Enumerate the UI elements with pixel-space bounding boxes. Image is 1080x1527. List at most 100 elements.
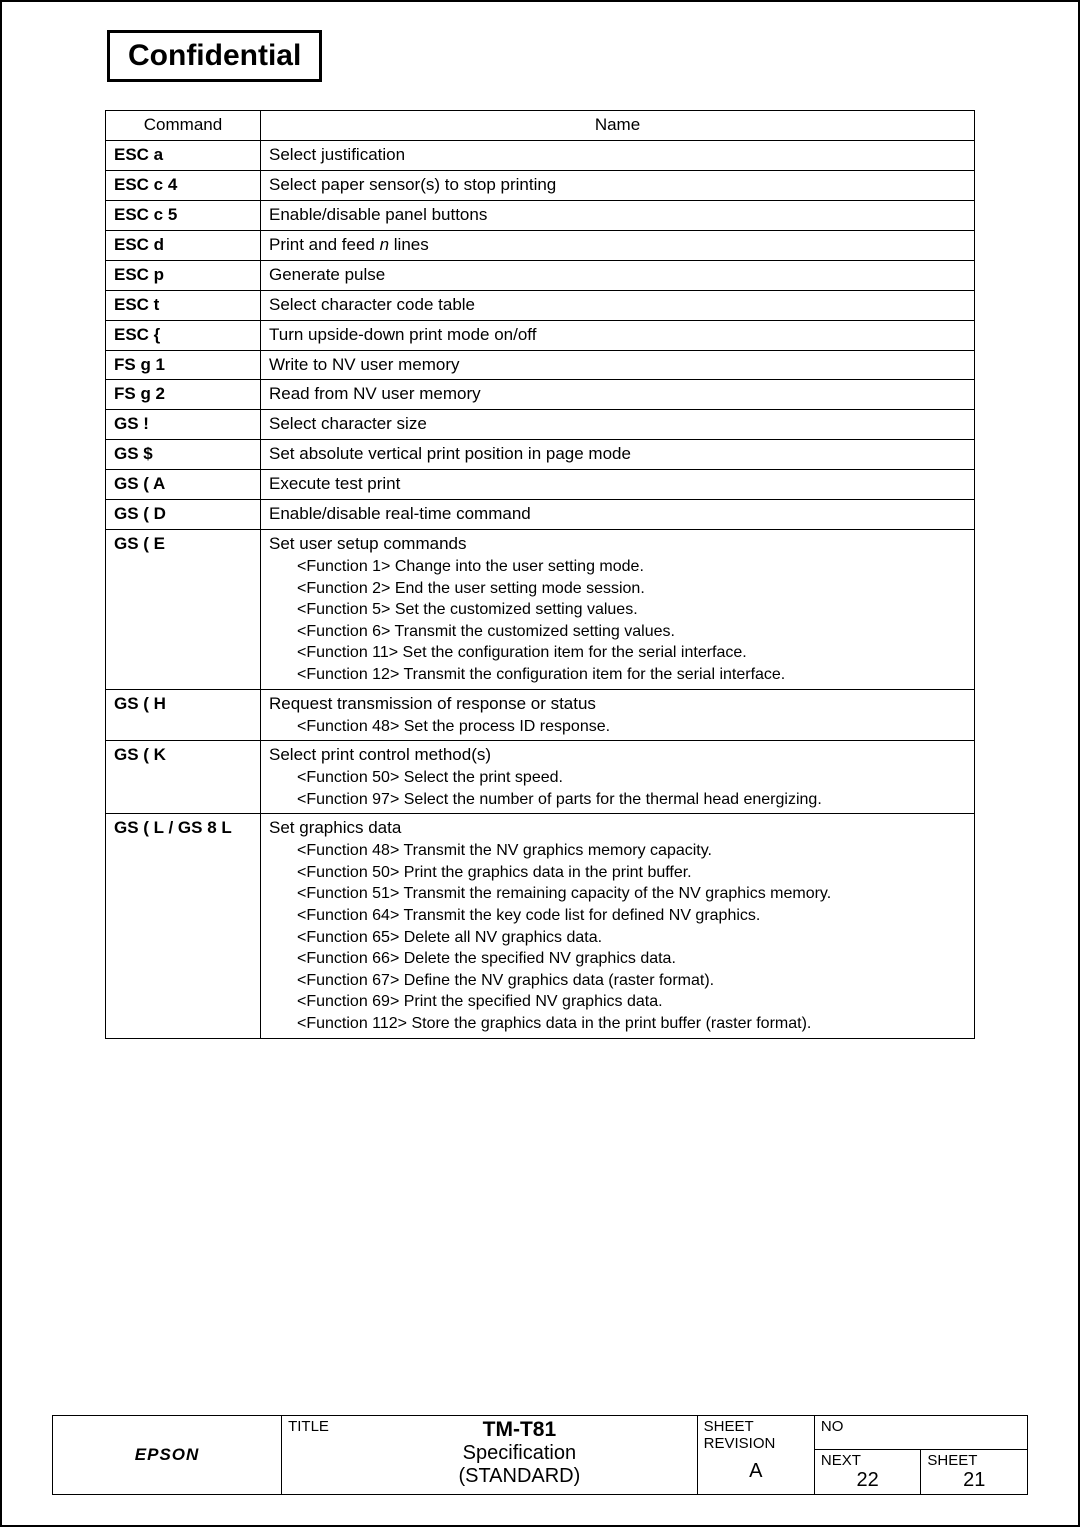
table-row: ESC tSelect character code table [106, 290, 975, 320]
command-cell: GS ( K [106, 741, 261, 814]
table-row: GS ( DEnable/disable real-time command [106, 500, 975, 530]
command-cell: GS ( H [106, 689, 261, 741]
command-cell: GS ( D [106, 500, 261, 530]
table-header-row: Command Name [106, 111, 975, 141]
footer: EPSON TITLE TM-T81 Specification (STANDA… [52, 1415, 1028, 1495]
table-row: ESC aSelect justification [106, 140, 975, 170]
table-row: GS ( HRequest transmission of response o… [106, 689, 975, 741]
table-row: FS g 2Read from NV user memory [106, 380, 975, 410]
table-row: GS ( L / GS 8 LSet graphics data<Functio… [106, 814, 975, 1038]
name-cell: Set graphics data<Function 48> Transmit … [261, 814, 975, 1038]
function-item: <Function 6> Transmit the customized set… [297, 621, 966, 643]
function-item: <Function 2> End the user setting mode s… [297, 578, 966, 600]
function-item: <Function 5> Set the customized setting … [297, 599, 966, 621]
name-cell: Select justification [261, 140, 975, 170]
name-cell: Select character code table [261, 290, 975, 320]
sheet-rev-label2: REVISION [704, 1435, 808, 1452]
command-cell: ESC p [106, 260, 261, 290]
function-item: <Function 66> Delete the specified NV gr… [297, 948, 966, 970]
function-list: <Function 48> Transmit the NV graphics m… [269, 840, 966, 1034]
footer-table: EPSON TITLE TM-T81 Specification (STANDA… [52, 1415, 1028, 1495]
command-cell: GS $ [106, 440, 261, 470]
header-command: Command [106, 111, 261, 141]
command-cell: ESC a [106, 140, 261, 170]
function-item: <Function 112> Store the graphics data i… [297, 1013, 966, 1035]
page: Confidential Command Name ESC aSelect ju… [0, 0, 1080, 1527]
function-item: <Function 65> Delete all NV graphics dat… [297, 927, 966, 949]
name-cell: Request transmission of response or stat… [261, 689, 975, 741]
name-cell: Turn upside-down print mode on/off [261, 320, 975, 350]
command-cell: ESC c 4 [106, 170, 261, 200]
confidential-text: Confidential [128, 39, 301, 72]
table-row: GS ( KSelect print control method(s)<Fun… [106, 741, 975, 814]
name-cell: Print and feed n lines [261, 230, 975, 260]
command-cell: GS ! [106, 410, 261, 440]
command-cell: ESC d [106, 230, 261, 260]
sheet-rev-label1: SHEET [704, 1418, 808, 1435]
name-cell: Set absolute vertical print position in … [261, 440, 975, 470]
function-item: <Function 69> Print the specified NV gra… [297, 991, 966, 1013]
command-cell: GS ( L / GS 8 L [106, 814, 261, 1038]
name-cell: Generate pulse [261, 260, 975, 290]
command-cell: FS g 2 [106, 380, 261, 410]
name-cell: Write to NV user memory [261, 350, 975, 380]
no-cell: NO [814, 1416, 1027, 1450]
table-row: GS $Set absolute vertical print position… [106, 440, 975, 470]
revision-value: A [704, 1460, 808, 1483]
name-cell: Enable/disable panel buttons [261, 200, 975, 230]
command-cell: FS g 1 [106, 350, 261, 380]
command-table: Command Name ESC aSelect justificationES… [105, 110, 975, 1039]
function-item: <Function 50> Select the print speed. [297, 767, 966, 789]
table-row: GS ( AExecute test print [106, 470, 975, 500]
next-value: 22 [821, 1469, 915, 1492]
function-list: <Function 50> Select the print speed.<Fu… [269, 767, 966, 810]
confidential-box: Confidential [107, 30, 322, 82]
name-cell: Read from NV user memory [261, 380, 975, 410]
table-row: GS ( ESet user setup commands<Function 1… [106, 530, 975, 690]
name-cell: Select print control method(s)<Function … [261, 741, 975, 814]
function-list: <Function 48> Set the process ID respons… [269, 716, 966, 738]
command-cell: ESC t [106, 290, 261, 320]
next-label: NEXT [821, 1452, 915, 1469]
table-row: ESC {Turn upside-down print mode on/off [106, 320, 975, 350]
function-item: <Function 12> Transmit the configuration… [297, 664, 966, 686]
sheet-revision-cell: SHEET REVISION A [697, 1416, 814, 1495]
title-cell: TITLE TM-T81 Specification (STANDARD) [282, 1416, 698, 1495]
name-cell: Set user setup commands<Function 1> Chan… [261, 530, 975, 690]
sheet-label: SHEET [927, 1452, 1021, 1469]
name-cell: Select paper sensor(s) to stop printing [261, 170, 975, 200]
function-item: <Function 11> Set the configuration item… [297, 642, 966, 664]
name-cell: Execute test print [261, 470, 975, 500]
no-label: NO [821, 1418, 1021, 1435]
function-list: <Function 1> Change into the user settin… [269, 556, 966, 686]
next-cell: NEXT 22 [814, 1450, 921, 1495]
function-item: <Function 97> Select the number of parts… [297, 789, 966, 811]
table-row: ESC c 5Enable/disable panel buttons [106, 200, 975, 230]
command-cell: ESC c 5 [106, 200, 261, 230]
table-row: ESC c 4Select paper sensor(s) to stop pr… [106, 170, 975, 200]
epson-logo: EPSON [53, 1416, 282, 1495]
function-item: <Function 64> Transmit the key code list… [297, 905, 966, 927]
table-row: FS g 1Write to NV user memory [106, 350, 975, 380]
table-row: GS !Select character size [106, 410, 975, 440]
function-item: <Function 51> Transmit the remaining cap… [297, 883, 966, 905]
title-main: TM-T81 [348, 1418, 691, 1442]
command-cell: ESC { [106, 320, 261, 350]
function-item: <Function 1> Change into the user settin… [297, 556, 966, 578]
sheet-cell: SHEET 21 [921, 1450, 1028, 1495]
function-item: <Function 48> Set the process ID respons… [297, 716, 966, 738]
function-item: <Function 50> Print the graphics data in… [297, 862, 966, 884]
table-row: ESC pGenerate pulse [106, 260, 975, 290]
function-item: <Function 48> Transmit the NV graphics m… [297, 840, 966, 862]
name-cell: Select character size [261, 410, 975, 440]
name-cell: Enable/disable real-time command [261, 500, 975, 530]
sheet-value: 21 [927, 1469, 1021, 1492]
title-sub2: (STANDARD) [348, 1465, 691, 1488]
function-item: <Function 67> Define the NV graphics dat… [297, 970, 966, 992]
command-cell: GS ( A [106, 470, 261, 500]
header-name: Name [261, 111, 975, 141]
title-label: TITLE [288, 1418, 348, 1488]
title-sub1: Specification [348, 1442, 691, 1465]
table-row: ESC dPrint and feed n lines [106, 230, 975, 260]
command-cell: GS ( E [106, 530, 261, 690]
